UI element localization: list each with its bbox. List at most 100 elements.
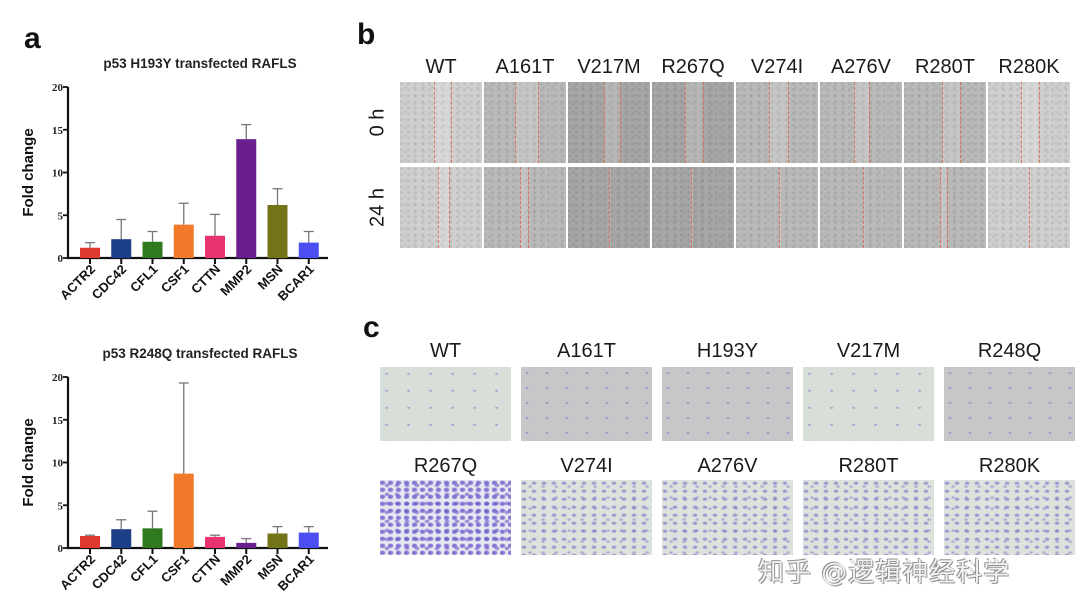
column-label: A276V: [830, 56, 892, 78]
x-tick-label: CFL1: [127, 552, 161, 586]
x-tick-label: ACTR2: [57, 552, 98, 593]
panel-a-label: a: [24, 22, 41, 55]
wound-image-a276v-0h: [820, 82, 902, 163]
wound-edge-line: [946, 167, 948, 248]
transwell-image-r248q: [944, 367, 1075, 441]
bar-csf1: [173, 224, 194, 258]
wound-image-a161t-24h: [484, 167, 566, 248]
bar-csf1: [173, 473, 194, 548]
condition-label: V217M: [836, 340, 901, 362]
wound-edge-line: [862, 167, 864, 248]
wound-image-r267q-0h: [652, 82, 734, 163]
bar-mmp2: [236, 542, 257, 548]
panel-b-label: b: [357, 18, 376, 51]
transwell-image-a276v: [662, 480, 793, 555]
wound-edge-line: [1038, 82, 1040, 163]
chart-svg: p53 H193Y transfected RAFLS Fold change 0 5…: [20, 56, 328, 304]
x-tick-label: MMP2: [217, 262, 254, 299]
wound-image-v274i-0h: [736, 82, 818, 163]
wound-edge-line: [449, 167, 451, 248]
wound-image-wt-24h: [400, 167, 482, 248]
condition-label: A276V: [697, 455, 758, 477]
y-tick-label: 15: [52, 125, 64, 137]
column-label: R280K: [998, 56, 1060, 78]
bar-cfl1: [142, 528, 163, 548]
wound-edge-line: [691, 167, 693, 248]
wound-gap: [854, 82, 870, 163]
wound-gap: [691, 167, 694, 248]
wound-gap: [941, 82, 960, 163]
bar-chart-h193y: p53 H193Y transfected RAFLS Fold change 0 5…: [0, 40, 340, 330]
chart-title: p53 R248Q transfected RAFLS: [102, 346, 297, 361]
panel-c-label: c: [363, 311, 380, 344]
condition-label: V274I: [560, 455, 613, 477]
wound-edge-line: [854, 82, 856, 163]
wound-gap: [862, 167, 865, 248]
wound-edge-line: [437, 167, 439, 248]
wound-gap: [604, 82, 621, 163]
chart-title: p53 H193Y transfected RAFLS: [103, 56, 296, 71]
wound-edge-line: [538, 82, 540, 163]
wound-image-r280k-24h: [988, 167, 1070, 248]
wound-edge-line: [940, 167, 942, 248]
wound-gap: [434, 82, 451, 163]
wound-gap: [1029, 167, 1031, 248]
wound-gap: [520, 167, 529, 248]
wound-image-r280t-0h: [904, 82, 986, 163]
x-tick-label: CDC42: [89, 552, 130, 593]
wound-edge-line: [702, 82, 704, 163]
x-tick-label: CSF1: [158, 552, 192, 586]
wound-gap: [940, 167, 947, 248]
y-tick-label: 20: [52, 82, 64, 94]
column-label: WT: [425, 56, 457, 78]
bar-cdc42: [111, 239, 132, 258]
wound-image-r267q-24h: [652, 167, 734, 248]
x-tick-label: MMP2: [217, 552, 254, 589]
x-tick-label: CTTN: [188, 262, 223, 297]
wound-image-wt-0h: [400, 82, 482, 163]
wound-image-v274i-24h: [736, 167, 818, 248]
bar-cttn: [205, 536, 225, 548]
wound-edge-line: [869, 82, 871, 163]
column-label: R267Q: [661, 56, 725, 78]
wound-gap: [768, 82, 788, 163]
column-label: V274I: [750, 56, 804, 78]
wound-edge-line: [1029, 167, 1030, 248]
transwell-image-v217m: [803, 367, 934, 441]
chart-svg: p53 R248Q transfected RAFLS Fold change 0 5…: [20, 346, 328, 594]
bar-actr2: [80, 536, 100, 548]
condition-label: A161T: [557, 340, 616, 362]
wound-edge-line: [520, 167, 522, 248]
x-tick-label: ACTR2: [57, 262, 98, 303]
wound-edge-line: [604, 82, 606, 163]
bar-chart-r248q: p53 R248Q transfected RAFLS Fold change 0 5…: [0, 330, 340, 610]
transwell-image-r280k: [944, 480, 1075, 555]
wound-edge-line: [778, 167, 780, 248]
condition-label: R280T: [838, 455, 899, 477]
transwell-image-a161t: [521, 367, 652, 441]
bar-cfl1: [142, 241, 163, 258]
wound-edge-line: [620, 82, 622, 163]
wound-gap: [684, 82, 703, 163]
wound-image-r280t-24h: [904, 167, 986, 248]
wound-edge-line: [941, 82, 943, 163]
condition-label: R267Q: [413, 455, 478, 477]
wound-image-a276v-24h: [820, 167, 902, 248]
wound-edge-line: [434, 82, 436, 163]
x-tick-label: CSF1: [158, 262, 192, 296]
y-tick-label: 0: [58, 543, 64, 555]
y-axis-label: Fold change: [20, 128, 37, 216]
column-label: R280T: [914, 56, 976, 78]
row-label: 24 h: [366, 187, 389, 227]
x-tick-label: CFL1: [127, 262, 161, 296]
row-label: 0 h: [366, 108, 389, 136]
wound-edge-line: [609, 167, 610, 248]
condition-label: R280K: [978, 455, 1041, 477]
wound-edge-line: [450, 82, 452, 163]
y-axis-label: Fold change: [20, 418, 37, 506]
transwell-image-r280t: [803, 480, 934, 555]
wound-image-v217m-24h: [568, 167, 650, 248]
condition-label: H193Y: [696, 340, 759, 362]
wound-edge-line: [515, 82, 517, 163]
wound-edge-line: [959, 82, 961, 163]
